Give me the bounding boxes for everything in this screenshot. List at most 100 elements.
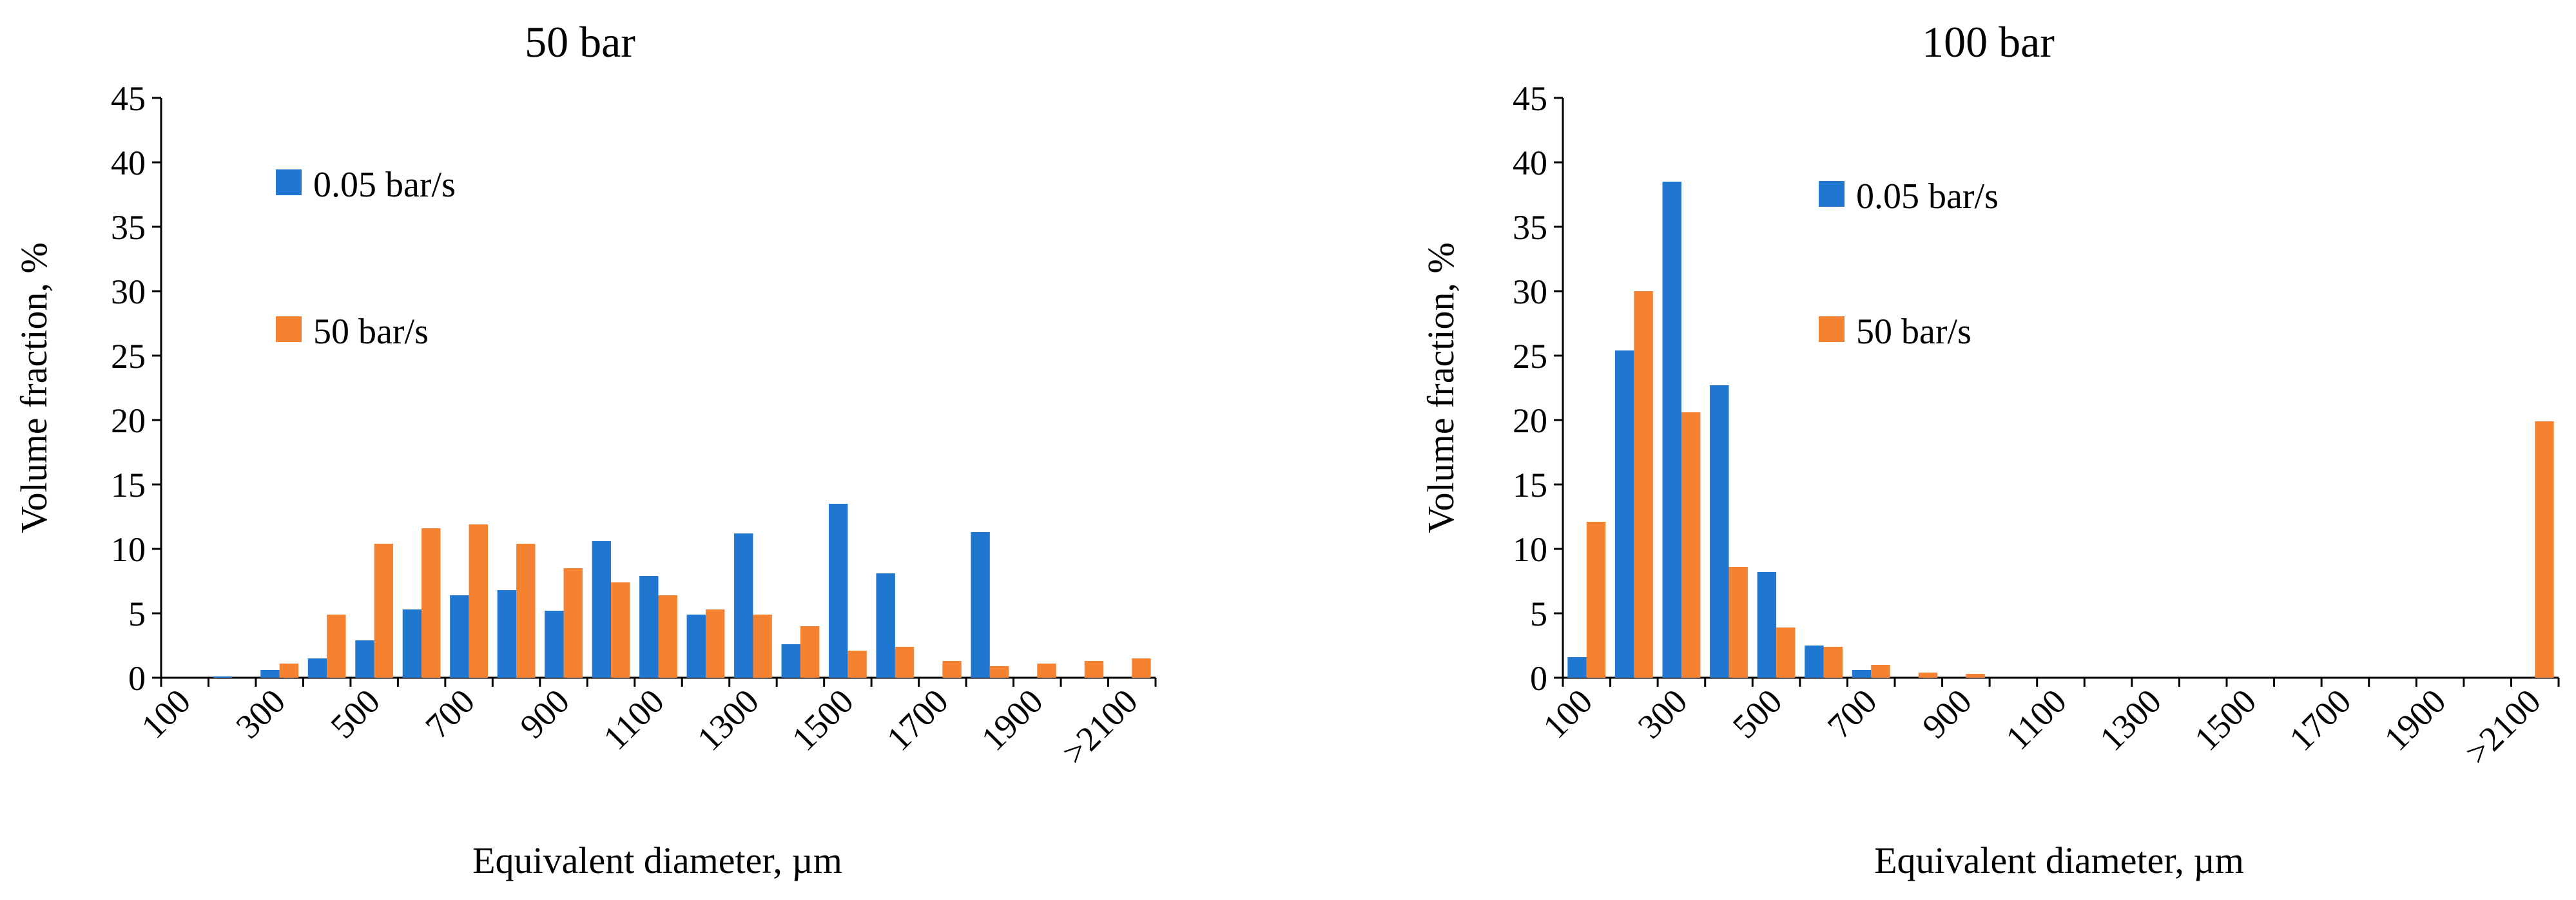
legend-swatch [276,316,302,342]
bar-series-2 [942,661,962,678]
bar-series-2 [1084,661,1104,678]
x-tick-label: >2100 [2457,682,2548,772]
legend-label: 50 bar/s [1856,312,1971,352]
bar-series-2 [705,609,725,678]
bar-series-1 [1614,350,1634,678]
x-tick-label: 1300 [690,682,766,758]
legend-label: 0.05 bar/s [1856,177,1999,216]
bar-series-1 [1805,646,1824,678]
x-tick-label: 700 [1820,682,1884,746]
y-tick-label: 10 [1513,530,1547,569]
x-tick-label: 500 [323,682,387,746]
bar-series-1 [1852,670,1872,678]
bar-series-2 [279,664,299,678]
bar-series-2 [421,528,441,678]
x-tick-label: 1900 [2377,682,2454,758]
bar-series-1 [971,532,990,678]
y-tick-label: 40 [111,144,146,182]
legend-swatch [276,169,302,195]
x-tick-label: 1900 [974,682,1051,758]
y-tick-label: 5 [128,595,146,633]
y-tick-label: 25 [111,337,146,376]
bar-series-2 [2535,421,2554,678]
bar-series-1 [213,676,233,678]
bar-series-2 [1871,665,1890,678]
x-tick-label: 900 [1915,682,1979,746]
y-tick-label: 35 [111,208,146,247]
y-tick-label: 10 [111,530,146,569]
bar-series-1 [639,576,659,678]
x-tick-label: 1100 [596,682,672,757]
y-tick-label: 40 [1513,144,1547,182]
bar-series-1 [1567,657,1587,678]
x-tick-label: 300 [228,682,293,746]
bar-series-1 [355,640,374,678]
chart-title: 50 bar [525,17,635,66]
bar-series-2 [1776,627,1796,678]
y-axis-title: Volume fraction, % [13,242,55,533]
y-tick-label: 30 [1513,273,1547,311]
x-axis-title: Equivalent diameter, µm [1874,839,2244,881]
bar-series-1 [592,541,612,678]
bar-series-2 [1729,567,1748,678]
bar-series-1 [545,611,564,678]
legend-swatch [1819,316,1845,342]
bar-series-1 [450,595,469,678]
x-tick-label: 700 [418,682,482,746]
bar-series-1 [402,609,422,678]
x-tick-label: 1500 [2187,682,2263,758]
bar-series-1 [734,533,753,678]
bar-series-2 [800,626,820,678]
y-tick-label: 35 [1513,208,1547,247]
bar-series-2 [1634,291,1653,678]
bar-series-2 [1586,522,1606,678]
bar-series-2 [1823,647,1843,678]
bar-series-2 [658,595,677,678]
bar-series-1 [876,573,895,678]
bar-series-2 [753,615,772,678]
legend-label: 0.05 bar/s [313,165,456,205]
bar-series-2 [989,666,1009,678]
y-axis-title: Volume fraction, % [1420,242,1462,533]
bar-series-2 [895,647,915,678]
y-tick-label: 30 [111,273,146,311]
y-tick-label: 15 [1513,466,1547,504]
bar-series-2 [1132,658,1151,678]
x-tick-label: 500 [1725,682,1790,746]
bar-series-2 [327,615,346,678]
y-tick-label: 20 [111,401,146,440]
y-tick-label: 0 [128,659,146,698]
legend-label: 50 bar/s [313,312,429,352]
y-tick-label: 45 [111,79,146,118]
x-tick-label: 1300 [2092,682,2169,758]
bar-series-1 [1662,182,1681,678]
legend-swatch [1819,181,1845,207]
bar-series-1 [1757,572,1777,678]
y-tick-label: 0 [1530,659,1547,698]
bar-series-2 [611,582,630,678]
bar-series-2 [516,544,536,678]
bar-series-1 [1710,385,1729,678]
bar-series-1 [260,670,280,678]
bar-series-2 [1918,673,1938,678]
bar-series-2 [1037,664,1056,678]
bar-series-1 [829,504,848,678]
bar-series-1 [686,615,706,678]
x-tick-label: 1700 [2282,682,2359,758]
bar-series-1 [497,590,517,678]
y-tick-label: 25 [1513,337,1547,376]
x-axis-title: Equivalent diameter, µm [472,839,842,881]
x-tick-label: 1500 [784,682,861,758]
bar-series-2 [1966,674,1985,678]
y-tick-label: 45 [1513,79,1547,118]
chart-title: 100 bar [1922,17,2055,66]
bar-series-2 [469,524,488,678]
x-tick-label: 1700 [879,682,956,758]
bar-series-1 [781,644,800,678]
bar-series-2 [1681,412,1701,678]
x-tick-label: >2100 [1054,682,1145,772]
x-tick-label: 1100 [1999,682,2074,757]
